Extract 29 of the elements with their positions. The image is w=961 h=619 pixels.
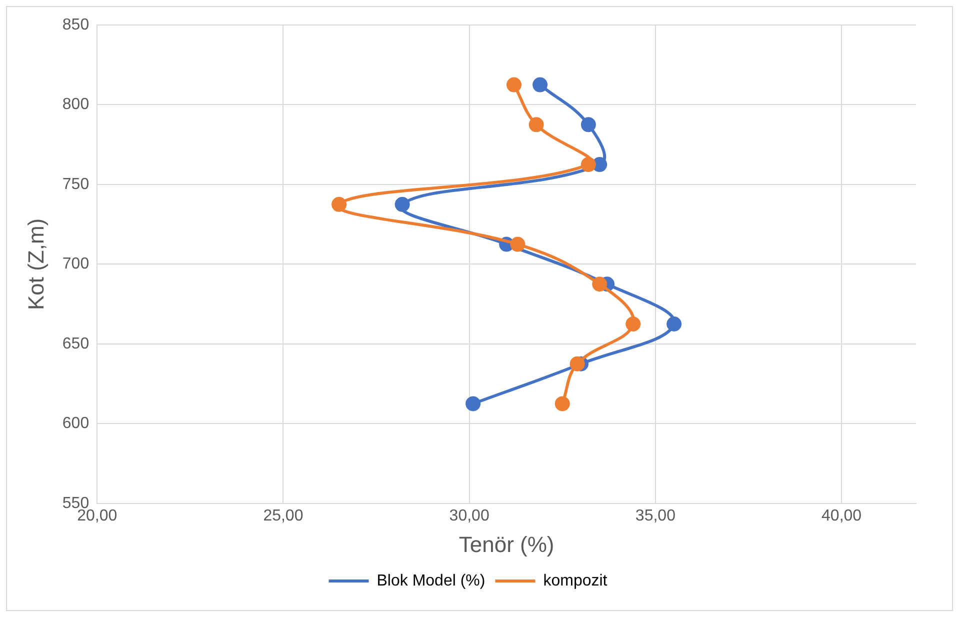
point [466, 396, 481, 412]
y-axis-title: Kot (Z,m) [23, 218, 48, 310]
point [592, 276, 608, 292]
point [570, 356, 585, 372]
point [580, 157, 596, 172]
point [510, 236, 526, 252]
point [332, 196, 347, 212]
y-tick-label: 750 [62, 176, 90, 193]
x-axis-title: Tenör (%) [458, 532, 554, 557]
x-tick-label: 30,00 [449, 507, 490, 524]
x-tick-label: 35,00 [635, 507, 676, 524]
point [532, 77, 548, 92]
y-tick-label: 850 [62, 16, 90, 34]
point [554, 396, 570, 412]
y-tick-label: 800 [62, 96, 90, 114]
point [394, 196, 410, 212]
y-tick-label: 600 [62, 415, 90, 432]
point [506, 77, 522, 92]
point [626, 316, 641, 332]
point [528, 117, 544, 132]
y-tick-label: 650 [62, 335, 90, 352]
y-tick-label: 700 [62, 256, 90, 273]
point [580, 117, 596, 132]
x-tick-label: 20,00 [77, 507, 118, 524]
point [666, 316, 682, 332]
x-tick-label: 40,00 [822, 507, 862, 524]
x-tick-label: 25,00 [263, 507, 304, 524]
legend-label: Blok Model (%) [376, 572, 486, 590]
legend-label: kompozit [543, 572, 608, 590]
